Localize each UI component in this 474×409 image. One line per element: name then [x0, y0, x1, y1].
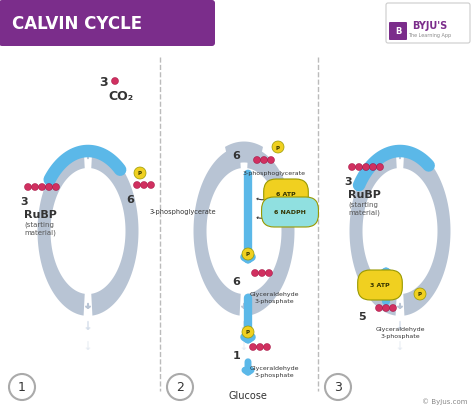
Text: 3: 3 — [20, 196, 27, 207]
Text: CO₂: CO₂ — [109, 90, 134, 103]
Text: 3 ATP: 3 ATP — [370, 283, 390, 288]
Circle shape — [325, 374, 351, 400]
Circle shape — [272, 142, 284, 154]
FancyBboxPatch shape — [389, 23, 407, 41]
Text: (starting
material): (starting material) — [348, 201, 380, 216]
Text: 1: 1 — [18, 380, 26, 393]
Circle shape — [390, 305, 396, 312]
Circle shape — [414, 288, 426, 300]
Circle shape — [356, 164, 363, 171]
Text: P: P — [138, 171, 142, 176]
Circle shape — [348, 164, 356, 171]
Polygon shape — [193, 147, 241, 316]
Polygon shape — [247, 147, 294, 316]
Circle shape — [53, 184, 60, 191]
Text: Glyceraldehyde
3-phosphate: Glyceraldehyde 3-phosphate — [249, 365, 299, 377]
Text: The Learning App: The Learning App — [409, 34, 452, 38]
Circle shape — [134, 182, 140, 189]
Text: 3-phosphoglycerate: 3-phosphoglycerate — [243, 171, 306, 176]
Text: 3: 3 — [100, 75, 108, 88]
Circle shape — [25, 184, 31, 191]
Circle shape — [242, 248, 254, 261]
Circle shape — [252, 270, 258, 277]
Circle shape — [264, 344, 271, 351]
Text: (starting
material): (starting material) — [24, 221, 56, 236]
Circle shape — [167, 374, 193, 400]
Polygon shape — [37, 147, 85, 316]
Text: 6: 6 — [232, 151, 240, 161]
Polygon shape — [225, 142, 263, 167]
Text: 3-phosphoglycerate: 3-phosphoglycerate — [150, 209, 217, 214]
Circle shape — [111, 78, 118, 85]
Circle shape — [383, 305, 390, 312]
Circle shape — [254, 157, 261, 164]
Circle shape — [261, 157, 267, 164]
Text: CALVIN CYCLE: CALVIN CYCLE — [12, 15, 142, 33]
Circle shape — [256, 344, 264, 351]
Circle shape — [134, 168, 146, 180]
Text: Glyceraldehyde
3-phosphate: Glyceraldehyde 3-phosphate — [249, 292, 299, 303]
Circle shape — [31, 184, 38, 191]
Circle shape — [147, 182, 155, 189]
Text: 5: 5 — [358, 311, 366, 321]
Text: 3: 3 — [334, 380, 342, 393]
Circle shape — [9, 374, 35, 400]
Circle shape — [375, 305, 383, 312]
Circle shape — [363, 164, 370, 171]
Text: 1: 1 — [232, 350, 240, 360]
Text: P: P — [418, 292, 422, 297]
Circle shape — [46, 184, 53, 191]
Circle shape — [38, 184, 46, 191]
Text: B: B — [395, 27, 401, 36]
Circle shape — [249, 344, 256, 351]
Circle shape — [376, 164, 383, 171]
Circle shape — [267, 157, 274, 164]
FancyBboxPatch shape — [386, 4, 470, 44]
Circle shape — [265, 270, 273, 277]
Text: RuBP: RuBP — [348, 189, 381, 200]
Circle shape — [242, 326, 254, 338]
Circle shape — [370, 164, 376, 171]
Polygon shape — [91, 147, 138, 316]
Text: BYJU'S: BYJU'S — [412, 21, 447, 31]
Circle shape — [258, 270, 265, 277]
Text: P: P — [276, 145, 280, 150]
Text: 6: 6 — [232, 276, 240, 286]
Polygon shape — [403, 147, 450, 316]
Text: © Byjus.com: © Byjus.com — [422, 398, 468, 405]
Text: 6: 6 — [126, 195, 134, 204]
Text: 2: 2 — [176, 380, 184, 393]
Text: Glucose: Glucose — [228, 390, 267, 400]
FancyBboxPatch shape — [0, 1, 215, 47]
Text: P: P — [246, 330, 250, 335]
Polygon shape — [349, 147, 397, 316]
Text: RuBP: RuBP — [24, 209, 57, 220]
Text: Glyceraldehyde
3-phosphate: Glyceraldehyde 3-phosphate — [375, 326, 425, 338]
Circle shape — [140, 182, 147, 189]
Text: 3: 3 — [344, 177, 352, 187]
Text: 6 NADPH: 6 NADPH — [274, 210, 306, 215]
Text: P: P — [246, 252, 250, 257]
Text: 6 ATP: 6 ATP — [276, 192, 296, 197]
